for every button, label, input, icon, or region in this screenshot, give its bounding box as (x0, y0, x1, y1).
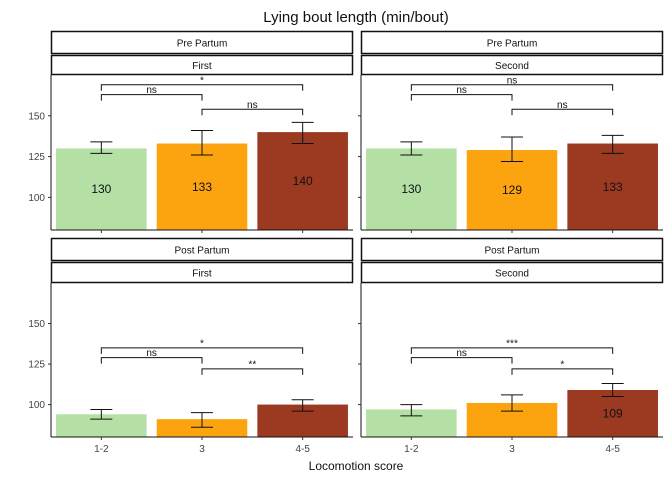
panel-2: Pre Partum Second 130 129 133 ns ns ns (358, 30, 664, 233)
chart-title: Lying bout length (min/bout) (263, 9, 448, 26)
significance-bracket (201, 368, 304, 375)
strip-period-box (50, 30, 354, 55)
significance-label: ns (456, 85, 467, 96)
bar-3 (156, 143, 248, 230)
strip-period-label: Post Partum (484, 246, 539, 257)
panel-1: Pre Partum First 130 133 140 ns ns * 100 125 150 (28, 30, 354, 233)
bar-value-label: 140 (293, 174, 313, 188)
significance-bracket (410, 357, 513, 364)
bar-value-label: 129 (502, 183, 522, 197)
strip-lactation-label: Second (495, 269, 529, 280)
bar-1-2 (366, 148, 457, 230)
significance-label: ns (146, 348, 157, 359)
y-tick-label: 150 (28, 111, 45, 122)
significance-bracket (511, 108, 614, 116)
strip-lactation-box (360, 54, 664, 76)
significance-label: ** (248, 359, 256, 370)
significance-label: * (200, 338, 204, 349)
bar-4-5 (567, 389, 658, 437)
significance-bracket (410, 84, 614, 91)
significance-bracket (201, 108, 304, 116)
x-axis-title: Locomotion score (309, 459, 404, 473)
y-tick-label: 125 (28, 360, 45, 371)
strip-lactation-box (50, 261, 354, 284)
strip-period-label: Pre Partum (487, 39, 538, 50)
strip-lactation-box (360, 261, 664, 284)
y-tick-label: 100 (28, 193, 45, 204)
bar-value-label: 130 (91, 182, 111, 196)
x-tick-label: 4-5 (295, 444, 310, 455)
significance-label: ns (146, 85, 157, 96)
bar-value-label: 130 (401, 182, 421, 196)
strip-period-label: Post Partum (174, 246, 229, 257)
strip-lactation-label: First (192, 61, 212, 72)
x-tick-label: 3 (199, 444, 205, 455)
bar-value-label: 133 (603, 180, 623, 194)
bar-1-2 (56, 148, 147, 230)
x-tick-label: 1-2 (404, 444, 419, 455)
strip-lactation-label: First (192, 269, 212, 280)
strip-period-label: Pre Partum (177, 39, 228, 50)
significance-label: ns (247, 100, 258, 111)
significance-label: *** (506, 338, 518, 349)
bar-4-5 (257, 132, 348, 230)
bar-4-5 (567, 143, 658, 230)
significance-bracket (100, 347, 304, 354)
bar-3 (466, 150, 558, 230)
strip-period-box (360, 30, 664, 55)
bar-3 (156, 419, 248, 437)
significance-bracket (100, 84, 304, 91)
strip-period-box (50, 237, 354, 262)
significance-bracket (100, 357, 203, 364)
significance-label: * (560, 359, 564, 370)
significance-bracket (410, 347, 614, 354)
bar-value-label: 109 (603, 406, 623, 420)
significance-label: ns (507, 75, 518, 86)
significance-bracket (511, 368, 614, 375)
significance-label: ns (557, 100, 568, 111)
y-tick-label: 100 (28, 400, 45, 411)
strip-period-box (360, 237, 664, 262)
x-tick-label: 1-2 (94, 444, 109, 455)
significance-bracket (410, 94, 513, 101)
strip-lactation-box (50, 54, 354, 76)
bar-1-2 (56, 414, 147, 437)
strip-lactation-label: Second (495, 61, 529, 72)
significance-bracket (100, 94, 203, 101)
bar-value-label: 133 (192, 180, 212, 194)
x-tick-label: 3 (509, 444, 515, 455)
y-tick-label: 125 (28, 152, 45, 163)
y-tick-label: 150 (28, 319, 45, 330)
significance-label: ns (456, 348, 467, 359)
x-tick-label: 4-5 (605, 444, 620, 455)
significance-label: * (200, 75, 204, 86)
